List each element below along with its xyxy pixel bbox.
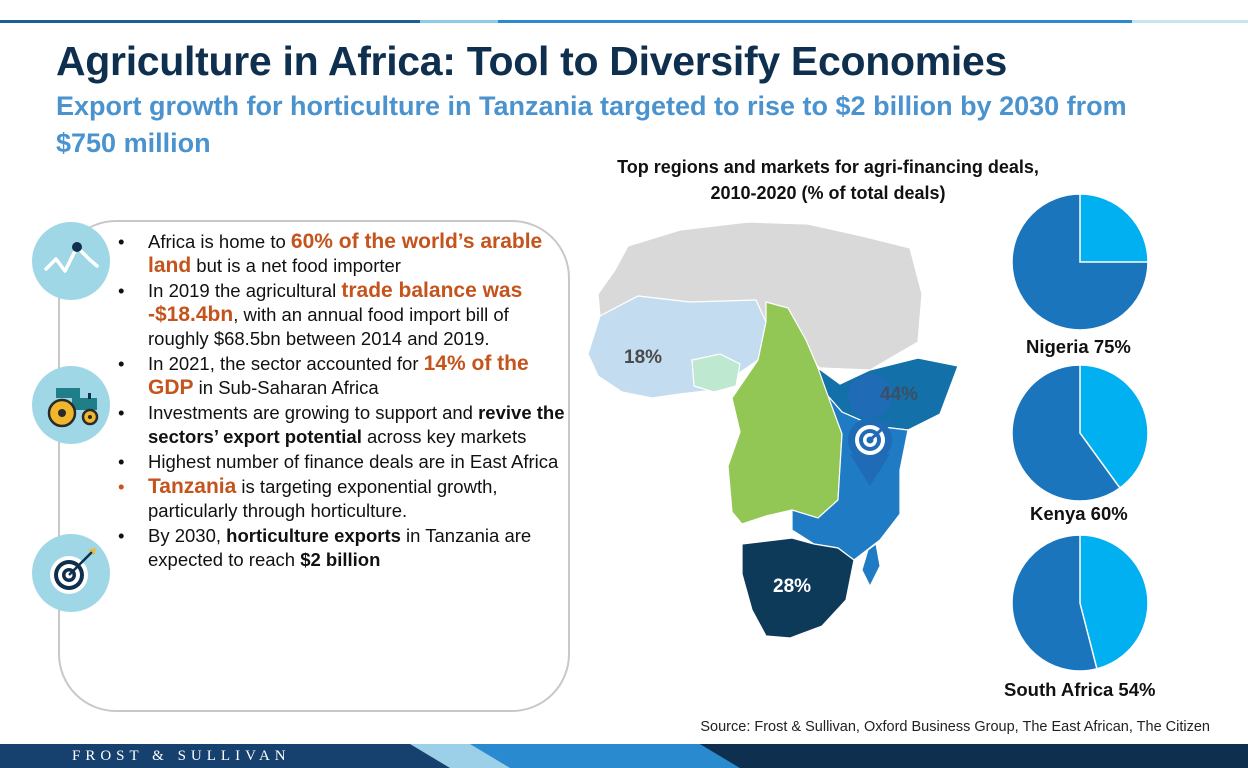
bullet-text: across key markets bbox=[361, 426, 527, 447]
bullet-text: In 2021, the sector accounted for bbox=[148, 353, 424, 374]
brand-logo: FROST & SULLIVAN bbox=[72, 748, 291, 764]
bullet-item: Highest number of finance deals are in E… bbox=[116, 450, 566, 474]
bullet-text: Investments are growing to support and bbox=[148, 402, 479, 423]
bold-text: $2 billion bbox=[300, 549, 381, 570]
pie-label-kenya: Kenya 60% bbox=[1030, 503, 1128, 524]
highlight-text: 14% of the GDP bbox=[148, 352, 529, 399]
tractor-icon bbox=[32, 366, 110, 444]
pie-chart-nigeria bbox=[1011, 193, 1149, 331]
bold-text: horticulture exports bbox=[226, 525, 401, 546]
bullet-item: Investments are growing to support and r… bbox=[116, 401, 566, 449]
pie-label-south-africa: South Africa 54% bbox=[1004, 679, 1156, 700]
pie-label-nigeria: Nigeria 75% bbox=[1026, 336, 1131, 357]
highlight-text: Tanzania bbox=[148, 475, 237, 498]
pie-slice-value bbox=[1011, 193, 1149, 331]
bullet-text: but is a net food importer bbox=[191, 255, 401, 276]
map-madagascar bbox=[861, 543, 881, 588]
bullet-text: in Tanzania are expected to reach bbox=[148, 525, 532, 570]
bullet-item: Africa is home to 60% of the world’s ara… bbox=[116, 230, 566, 278]
target-icon bbox=[32, 534, 110, 612]
bullet-item: In 2021, the sector accounted for 14% of… bbox=[116, 352, 566, 400]
map-southern-africa bbox=[741, 537, 855, 639]
africa-map bbox=[587, 221, 959, 639]
pie-slice-value bbox=[1011, 364, 1122, 502]
map-label-west: 18% bbox=[624, 347, 663, 368]
pie-chart-south-africa bbox=[1011, 534, 1149, 672]
map-central-africa bbox=[727, 301, 843, 525]
highlight-text: trade balance was -$18.4bn bbox=[148, 279, 523, 326]
chart-title: Top regions and markets for agri-financi… bbox=[617, 157, 1039, 203]
map-nigeria bbox=[691, 353, 741, 393]
bullet-text: In 2019 the agricultural bbox=[148, 280, 342, 301]
bullet-text: , with an annual food import bill of rou… bbox=[148, 304, 509, 349]
bullet-text: By 2030, bbox=[148, 525, 227, 546]
map-west-africa bbox=[587, 295, 767, 399]
page-title: Agriculture in Africa: Tool to Diversify… bbox=[56, 38, 1007, 84]
bullet-text: in Sub-Saharan Africa bbox=[193, 377, 379, 398]
pie-chart-kenya bbox=[1011, 364, 1149, 502]
page-subtitle: Export growth for horticulture in Tanzan… bbox=[56, 91, 1127, 158]
map-label-south: 28% bbox=[773, 576, 812, 597]
key-facts-list: Africa is home to 60% of the world’s ara… bbox=[116, 230, 566, 573]
bullet-item: Tanzania is targeting exponential growth… bbox=[116, 475, 566, 523]
source-note: Source: Frost & Sullivan, Oxford Busines… bbox=[700, 719, 1210, 735]
bullet-item: By 2030, horticulture exports in Tanzani… bbox=[116, 524, 566, 572]
bullet-text: Highest number of finance deals are in E… bbox=[148, 451, 559, 472]
bullet-text: Africa is home to bbox=[148, 231, 291, 252]
top-accent-bar bbox=[0, 20, 1248, 24]
highlight-text: 60% of the world’s arable land bbox=[148, 230, 543, 277]
trend-line-icon bbox=[32, 222, 110, 300]
footer-bar bbox=[0, 744, 1248, 768]
bold-text: revive the sectors’ export potential bbox=[148, 402, 565, 447]
map-pin-icon bbox=[848, 374, 894, 486]
pie-slice-value bbox=[1011, 534, 1098, 672]
map-label-east: 44% bbox=[880, 384, 919, 405]
bullet-text: is targeting exponential growth, particu… bbox=[148, 476, 498, 521]
bullet-item: In 2019 the agricultural trade balance w… bbox=[116, 279, 566, 351]
